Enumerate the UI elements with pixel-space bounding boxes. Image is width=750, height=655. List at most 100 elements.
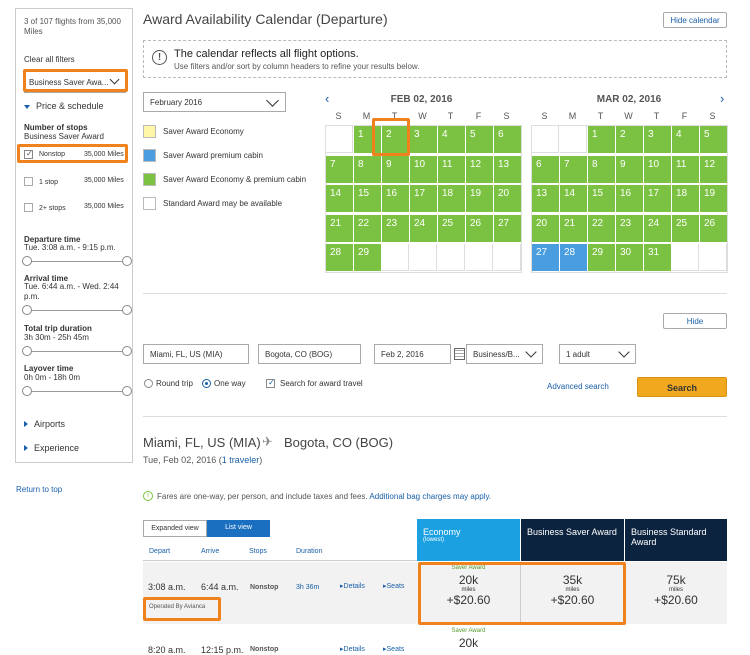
calendar-day[interactable]: 27 <box>494 214 521 242</box>
price-schedule-toggle[interactable]: Price & schedule <box>24 101 104 111</box>
calendar-day[interactable]: 16 <box>616 185 643 212</box>
fare-header-business-saver[interactable]: Business Saver Award <box>521 519 624 561</box>
calendar-day[interactable]: 6 <box>494 126 521 153</box>
calendar-day[interactable]: 22 <box>354 214 381 242</box>
calendar-day[interactable]: 26 <box>466 214 493 242</box>
prev-month-arrow[interactable]: ‹ <box>325 91 330 106</box>
calendar-day[interactable]: 1 <box>354 126 381 153</box>
calendar-day[interactable]: 19 <box>466 185 493 212</box>
traveler-link[interactable]: 1 traveler <box>221 455 260 465</box>
calendar-day[interactable]: 13 <box>494 155 521 183</box>
calendar-day[interactable]: 22 <box>588 214 615 242</box>
details-link[interactable]: ▸Details <box>340 582 365 590</box>
calendar-day[interactable]: 7 <box>560 155 587 183</box>
experience-toggle[interactable]: Experience <box>24 443 79 453</box>
calendar-day[interactable]: 11 <box>438 155 465 183</box>
round-trip-radio[interactable] <box>144 379 153 388</box>
search-button[interactable]: Search <box>637 377 727 397</box>
calendar-day[interactable]: 19 <box>700 185 727 212</box>
two-stops-checkbox[interactable] <box>24 203 33 212</box>
calendar-day[interactable]: 7 <box>326 155 353 183</box>
origin-input[interactable]: Miami, FL, US (MIA) <box>143 344 249 364</box>
calendar-day[interactable]: 16 <box>382 185 409 212</box>
destination-input[interactable]: Bogota, CO (BOG) <box>258 344 361 364</box>
fare-cell-economy[interactable]: Saver Award 20k <box>417 628 520 650</box>
hide-calendar-button[interactable]: Hide calendar <box>663 12 727 28</box>
calendar-day[interactable]: 15 <box>588 185 615 212</box>
calendar-day[interactable]: 13 <box>532 185 559 212</box>
one-stop-checkbox[interactable] <box>24 177 33 186</box>
cabin-select[interactable]: Business/B... <box>466 344 543 364</box>
calendar-day[interactable]: 29 <box>588 244 615 271</box>
calendar-day[interactable]: 26 <box>700 214 727 242</box>
calendar-day[interactable]: 27 <box>532 244 559 271</box>
col-arrive[interactable]: Arrive <box>201 548 220 555</box>
calendar-day[interactable]: 8 <box>354 155 381 183</box>
calendar-day[interactable]: 21 <box>326 214 353 242</box>
calendar-day[interactable]: 1 <box>588 126 615 153</box>
col-depart[interactable]: Depart <box>149 548 171 555</box>
calendar-day[interactable]: 8 <box>588 155 615 183</box>
calendar-day[interactable]: 20 <box>494 185 521 212</box>
calendar-day[interactable]: 25 <box>672 214 699 242</box>
fare-cell-economy[interactable]: Saver Award 20k miles +$20.60 <box>417 565 520 607</box>
calendar-day[interactable]: 10 <box>410 155 437 183</box>
calendar-day[interactable]: 18 <box>672 185 699 212</box>
layover-slider-max-handle[interactable] <box>122 386 132 396</box>
arrival-slider-min-handle[interactable] <box>22 305 32 315</box>
arrival-slider-max-handle[interactable] <box>122 305 132 315</box>
duration-slider-max-handle[interactable] <box>122 346 132 356</box>
layover-slider-min-handle[interactable] <box>22 386 32 396</box>
calendar-icon[interactable] <box>454 348 465 360</box>
calendar-day[interactable]: 23 <box>616 214 643 242</box>
calendar-day[interactable]: 24 <box>644 214 671 242</box>
calendar-day[interactable]: 5 <box>466 126 493 153</box>
calendar-day[interactable]: 4 <box>672 126 699 153</box>
calendar-day[interactable]: 14 <box>560 185 587 212</box>
bag-charges-link[interactable]: Additional bag charges may apply. <box>369 492 492 501</box>
clear-filters-link[interactable]: Clear all filters <box>24 55 75 64</box>
calendar-day[interactable]: 20 <box>532 214 559 242</box>
hide-search-button[interactable]: Hide <box>663 313 727 329</box>
fare-type-select[interactable]: Business Saver Awa... <box>24 71 126 93</box>
calendar-day[interactable]: 28 <box>560 244 587 271</box>
calendar-day[interactable]: 2 <box>616 126 643 153</box>
calendar-day[interactable]: 3 <box>410 126 437 153</box>
calendar-day[interactable]: 25 <box>438 214 465 242</box>
fare-cell-business-standard[interactable]: 75k miles +$20.60 <box>625 571 727 607</box>
fare-cell-business-saver[interactable]: 35k miles +$20.60 <box>521 571 624 607</box>
list-view-tab[interactable]: List view <box>207 520 270 537</box>
calendar-day[interactable]: 29 <box>354 244 381 271</box>
departure-slider-min-handle[interactable] <box>22 256 32 266</box>
fare-header-business-standard[interactable]: Business Standard Award <box>625 519 727 561</box>
calendar-day[interactable]: 28 <box>326 244 353 271</box>
calendar-day[interactable]: 2 <box>382 126 409 153</box>
calendar-day[interactable]: 17 <box>644 185 671 212</box>
col-duration[interactable]: Duration <box>296 548 323 555</box>
return-to-top-link[interactable]: Return to top <box>16 485 63 494</box>
seats-link[interactable]: ▸Seats <box>383 582 404 590</box>
calendar-day[interactable]: 6 <box>532 155 559 183</box>
duration-slider-min-handle[interactable] <box>22 346 32 356</box>
calendar-day[interactable]: 23 <box>382 214 409 242</box>
date-input[interactable]: Feb 2, 2016 <box>374 344 465 364</box>
details-link[interactable]: ▸Details <box>340 645 365 653</box>
expanded-view-tab[interactable]: Expanded view <box>143 520 207 537</box>
calendar-day[interactable]: 9 <box>382 155 409 183</box>
calendar-day[interactable]: 3 <box>644 126 671 153</box>
calendar-day[interactable]: 9 <box>616 155 643 183</box>
passenger-select[interactable]: 1 adult <box>559 344 636 364</box>
calendar-day[interactable]: 24 <box>410 214 437 242</box>
calendar-day[interactable]: 18 <box>438 185 465 212</box>
calendar-day[interactable]: 21 <box>560 214 587 242</box>
award-travel-checkbox[interactable]: ✓ <box>266 378 275 388</box>
calendar-day[interactable]: 4 <box>438 126 465 153</box>
calendar-day[interactable]: 12 <box>700 155 727 183</box>
calendar-day[interactable]: 14 <box>326 185 353 212</box>
fare-header-economy[interactable]: Economy (lowest) <box>417 519 520 561</box>
calendar-day[interactable]: 5 <box>700 126 727 153</box>
seats-link[interactable]: ▸Seats <box>383 645 404 653</box>
calendar-day[interactable]: 10 <box>644 155 671 183</box>
calendar-day[interactable]: 17 <box>410 185 437 212</box>
calendar-day[interactable]: 12 <box>466 155 493 183</box>
